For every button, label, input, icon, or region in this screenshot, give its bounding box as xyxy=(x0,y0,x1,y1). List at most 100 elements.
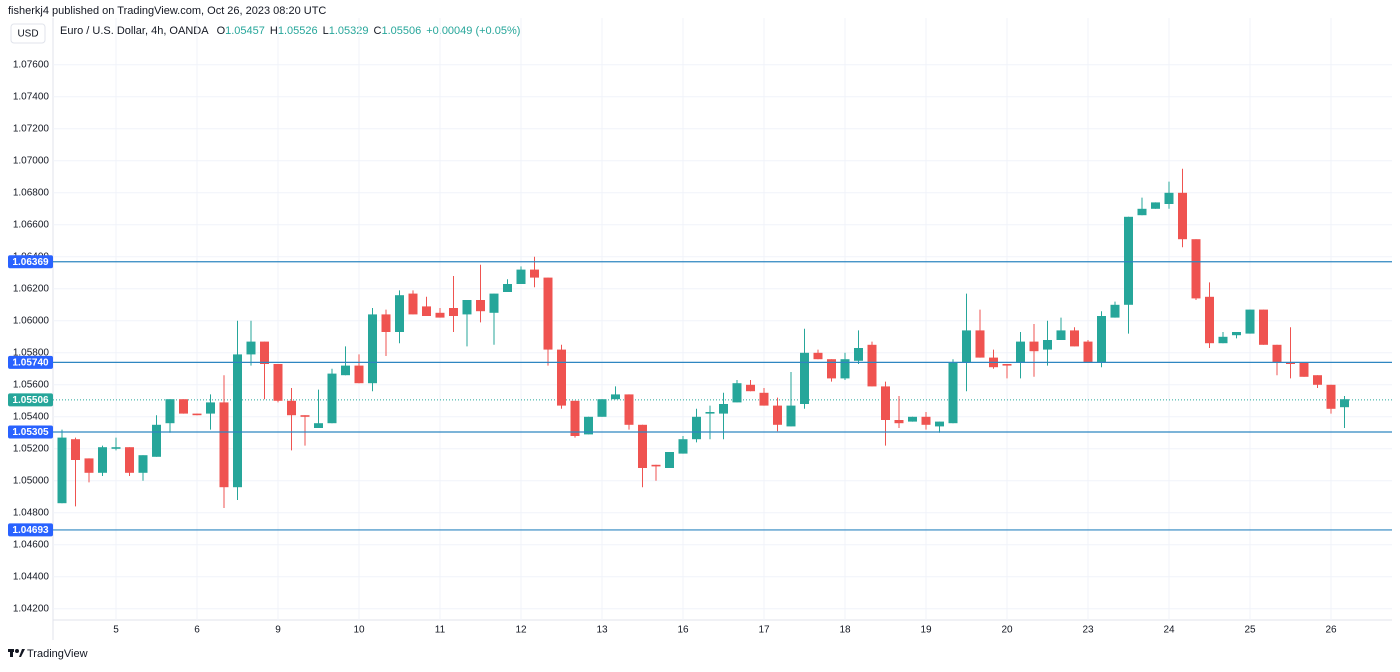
x-tick-label: 20 xyxy=(1001,625,1013,636)
symbol-title: Euro / U.S. Dollar, 4h, OANDA xyxy=(60,25,209,37)
candle-body xyxy=(395,295,404,332)
candle-body xyxy=(651,464,661,467)
ohlc-value: 1.05329 xyxy=(329,25,369,37)
candle-body xyxy=(692,416,701,440)
candle-body xyxy=(1313,375,1322,385)
change: +0.00049 (+0.05%) xyxy=(426,25,520,37)
candle-body xyxy=(638,424,647,468)
candle-body xyxy=(476,300,485,312)
candle-body xyxy=(341,365,350,376)
candle-body xyxy=(867,344,877,387)
ohlc-value: 1.05526 xyxy=(278,25,318,37)
candle-body xyxy=(584,416,593,435)
candle-body xyxy=(1232,332,1241,336)
candle-body xyxy=(570,400,580,436)
candle-body xyxy=(732,383,742,403)
candle-body xyxy=(719,404,728,414)
currency-box[interactable] xyxy=(10,23,46,44)
candle-body xyxy=(1002,364,1012,366)
candle-body xyxy=(557,349,566,406)
x-tick-label: 10 xyxy=(353,625,365,636)
ohlc-key: H xyxy=(270,25,278,37)
y-tick-label: 1.05200 xyxy=(13,443,50,454)
y-tick-label: 1.06200 xyxy=(13,283,50,294)
candle-body xyxy=(287,400,296,416)
candle-body xyxy=(665,452,674,468)
candle-body xyxy=(1164,192,1174,204)
candle-body xyxy=(611,394,620,400)
candle-body xyxy=(125,447,134,473)
candle-body xyxy=(975,330,985,358)
level-label: 1.04693 xyxy=(12,525,49,536)
candle-body xyxy=(948,362,958,424)
candle-body xyxy=(1272,344,1282,363)
candle-body xyxy=(111,447,121,449)
candle-body xyxy=(813,352,823,360)
footer: TradingView xyxy=(27,648,88,660)
candle-body xyxy=(543,277,553,350)
ohlc-key: L xyxy=(323,25,329,37)
candle-body xyxy=(1110,304,1120,318)
currency: USD xyxy=(17,29,38,40)
candle-body xyxy=(1340,399,1349,408)
ohlc-value: 1.05506 xyxy=(381,25,421,37)
y-tick-label: 1.07000 xyxy=(13,155,50,166)
candle-body xyxy=(1083,341,1093,363)
x-tick-label: 5 xyxy=(113,625,119,636)
candle-body xyxy=(368,314,377,384)
candle-body xyxy=(273,364,283,401)
candle-body xyxy=(354,365,364,384)
level-badge xyxy=(8,523,53,537)
candle-body xyxy=(1286,362,1295,364)
x-tick-label: 23 xyxy=(1082,625,1094,636)
level-label: 1.05305 xyxy=(12,427,49,438)
candle-body xyxy=(962,330,971,363)
candle-body xyxy=(179,399,188,414)
candle-body xyxy=(1016,341,1025,363)
candle-body xyxy=(800,352,809,404)
level-badge xyxy=(8,355,53,369)
candle-body xyxy=(327,373,337,424)
candle-body xyxy=(300,415,310,417)
candle-body xyxy=(1178,192,1187,240)
x-tick-label: 12 xyxy=(515,625,527,636)
candle-body xyxy=(138,455,148,473)
last-price-label: 1.05506 xyxy=(12,395,49,406)
y-tick-label: 1.07400 xyxy=(13,91,50,102)
candle-body xyxy=(57,437,67,504)
y-tick-label: 1.04800 xyxy=(13,507,50,518)
candle-body xyxy=(759,392,769,406)
candle-body xyxy=(98,447,107,473)
x-tick-label: 16 xyxy=(677,625,689,636)
candle-body xyxy=(530,269,539,278)
y-tick-label: 1.06600 xyxy=(13,219,50,230)
footer-logo xyxy=(8,649,25,657)
candle-body xyxy=(1245,309,1255,334)
y-tick-label: 1.05400 xyxy=(13,411,50,422)
candle-body xyxy=(192,413,202,416)
y-tick-label: 1.06800 xyxy=(13,187,50,198)
level-badge xyxy=(8,425,53,439)
candle-body xyxy=(773,405,782,425)
candle-body xyxy=(219,402,229,488)
publisher: fisherkj4 published on TradingView.com, … xyxy=(8,5,326,17)
candle-body xyxy=(597,399,607,417)
y-tick-label: 1.07200 xyxy=(13,123,50,134)
candle-body xyxy=(678,439,688,454)
candle-body xyxy=(624,394,634,425)
candle-body xyxy=(1137,208,1147,216)
y-tick-label: 1.07600 xyxy=(13,59,50,70)
y-tick-label: 1.06000 xyxy=(13,315,50,326)
candle-body xyxy=(1029,341,1039,352)
candle-body xyxy=(503,284,512,292)
y-tick-label: 1.04200 xyxy=(13,603,50,614)
candle-body xyxy=(908,416,917,422)
candle-body xyxy=(786,405,796,427)
candle-body xyxy=(1124,216,1133,305)
x-tick-label: 13 xyxy=(596,625,608,636)
candle-body xyxy=(71,439,80,460)
candle-body xyxy=(381,314,391,332)
candle-body xyxy=(1191,239,1201,299)
candle-body xyxy=(449,308,458,316)
candle-body xyxy=(152,424,161,457)
